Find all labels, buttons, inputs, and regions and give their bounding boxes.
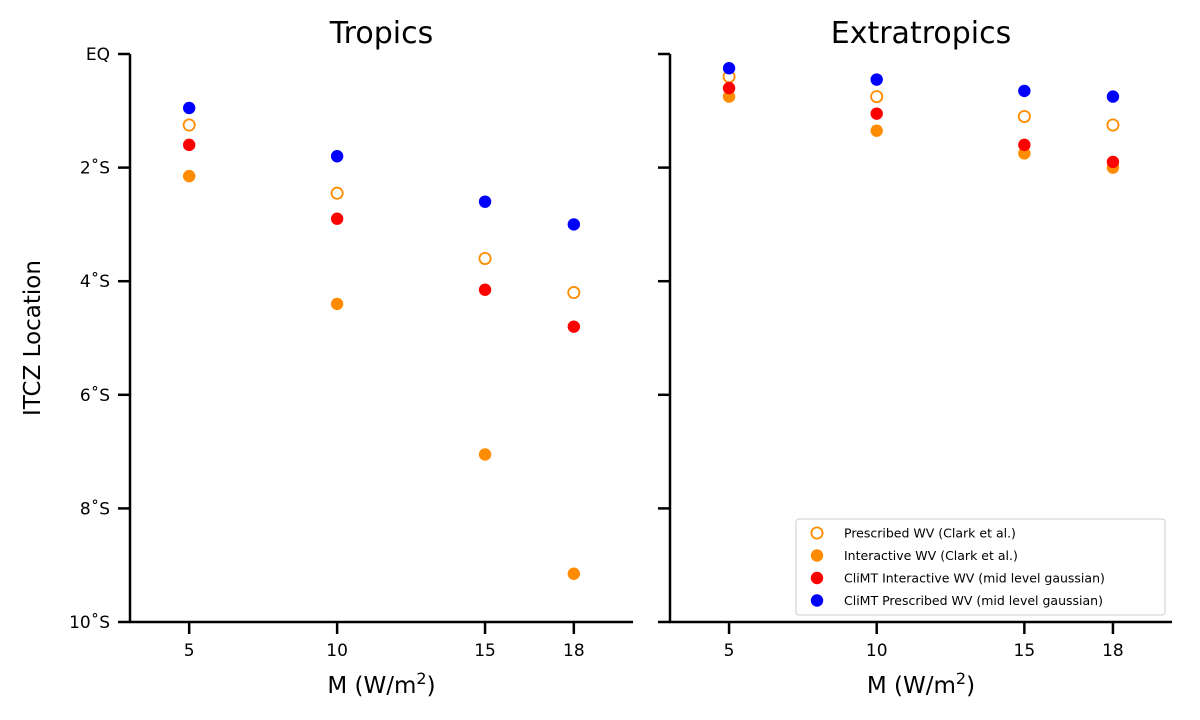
y-tick-label: 2˚S — [80, 158, 110, 179]
data-point — [1018, 84, 1031, 98]
legend-marker — [810, 549, 824, 562]
x-axis-label: M (W/m2) — [867, 669, 975, 699]
legend-label: Interactive WV (Clark et al.) — [844, 548, 1018, 563]
data-point — [870, 124, 883, 137]
x-axis-label: M (W/m2) — [327, 669, 435, 699]
data-point — [330, 150, 344, 163]
chart-title: Tropics — [329, 16, 433, 51]
legend-marker — [810, 526, 824, 540]
data-point — [870, 90, 884, 104]
panel-tropics: Tropics EQ 2˚S 4˚S 6˚S 8˚S 10˚S 5 10 15 18 M (W/m2)… — [20, 16, 633, 699]
x-axis-label-close: ) — [966, 673, 975, 699]
data-point — [1018, 147, 1031, 160]
data-point — [1106, 155, 1120, 169]
data-point — [478, 283, 492, 296]
legend-label: CliMT Prescribed WV (mid level gaussian) — [844, 593, 1103, 608]
data-point — [182, 118, 196, 132]
data-point — [567, 218, 581, 231]
data-point — [330, 212, 344, 225]
x-tick-label: 18 — [563, 641, 585, 661]
data-point — [567, 320, 581, 333]
legend-frame — [795, 518, 1166, 616]
data-point — [330, 297, 344, 311]
data-point — [330, 186, 344, 200]
x-axis-label-close: ) — [427, 673, 436, 699]
y-tick-label: EQ — [86, 45, 110, 65]
data-point — [478, 195, 492, 208]
data-point — [182, 101, 196, 115]
data-point — [722, 81, 736, 95]
data-point — [1106, 118, 1120, 132]
legend-marker — [810, 571, 824, 585]
x-tick-label: 18 — [1102, 641, 1124, 661]
series-2 — [722, 81, 1120, 169]
series-3 — [182, 101, 581, 231]
y-tick-label: 8˚S — [80, 498, 110, 519]
series-1 — [182, 169, 581, 580]
data-point — [1017, 109, 1031, 123]
data-point — [478, 251, 492, 265]
legend-marker — [810, 594, 824, 607]
data-point — [478, 448, 492, 461]
y-axis-label: ITCZ Location — [20, 260, 46, 416]
y-tick-label: 10˚S — [69, 612, 110, 633]
series-1 — [722, 90, 1120, 174]
panel-extratropics: Extratropics 5 10 15 18 M (W/m2) Prescribed WV… — [658, 16, 1172, 699]
x-axis-label-superscript: 2 — [416, 669, 426, 688]
data-point — [870, 73, 883, 86]
x-axis-label-main: M (W/m — [867, 673, 956, 699]
data-point — [722, 90, 736, 103]
x-tick-label: 10 — [866, 641, 888, 661]
data-point — [1106, 90, 1120, 103]
x-tick-label: 5 — [724, 641, 735, 661]
data-point — [567, 567, 581, 580]
x-tick-label: 5 — [184, 641, 195, 661]
y-tick-label: 4˚S — [80, 271, 110, 292]
legend-label: CliMT Interactive WV (mid level gaussian… — [844, 571, 1105, 586]
legend: Prescribed WV (Clark et al.) Interactive … — [795, 518, 1166, 616]
data-point — [182, 138, 196, 152]
series-0 — [182, 118, 581, 300]
legend-label: Prescribed WV (Clark et al.) — [844, 526, 1016, 541]
y-tick-label: 6˚S — [80, 385, 110, 406]
chart-title: Extratropics — [831, 16, 1011, 51]
series-2 — [182, 138, 581, 333]
data-point — [870, 107, 883, 120]
x-tick-label: 15 — [1014, 641, 1036, 661]
x-tick-label: 15 — [474, 641, 496, 661]
x-tick-label: 10 — [326, 641, 348, 661]
data-point — [567, 286, 581, 300]
series-0 — [722, 70, 1120, 132]
x-axis-label-main: M (W/m — [327, 673, 416, 699]
data-point — [182, 169, 196, 183]
data-point — [722, 61, 736, 75]
data-point — [1018, 138, 1031, 152]
x-axis-label-superscript: 2 — [956, 669, 966, 688]
series-3 — [722, 61, 1120, 103]
